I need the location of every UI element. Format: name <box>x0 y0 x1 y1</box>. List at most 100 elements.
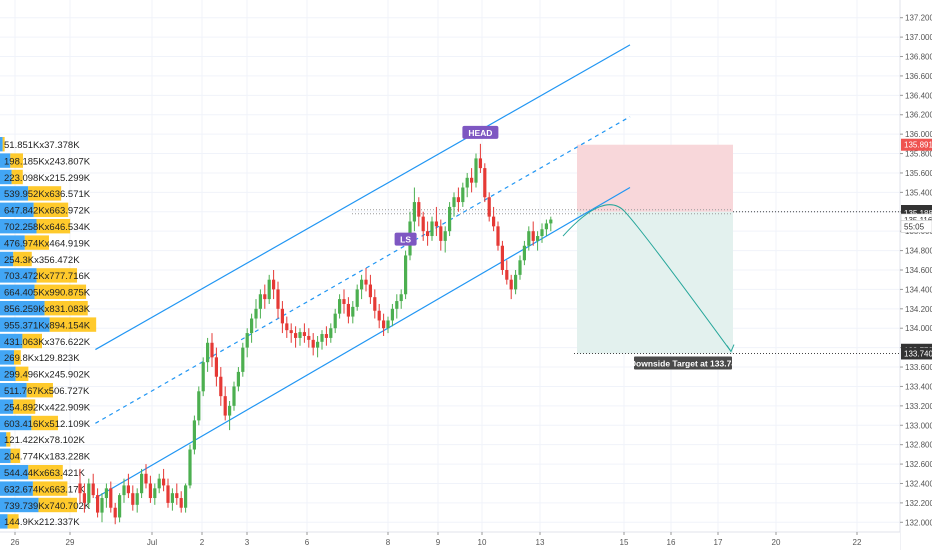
volume-profile-sell-bar <box>22 333 42 349</box>
candle-body <box>258 294 262 309</box>
price-tick-label: 132.600 <box>905 460 932 469</box>
candle-body <box>522 245 526 261</box>
volume-profile-buy-bar <box>0 284 35 299</box>
candle-body <box>487 197 491 217</box>
candle-body <box>452 197 456 207</box>
price-tick-label: 133.000 <box>905 421 932 430</box>
volume-profile-label: 269.8Kx129.823K <box>4 353 80 364</box>
candle-body <box>434 221 438 227</box>
price-tick-label: 132.400 <box>905 479 932 488</box>
candle-body <box>368 284 372 298</box>
candle-body <box>289 330 293 334</box>
volume-profile-sell-bar <box>49 317 97 332</box>
candle-body <box>276 289 280 309</box>
candle-body <box>426 231 430 237</box>
volume-profile-label: 703.472Kx777.716K <box>4 271 91 282</box>
volume-profile-sell-bar <box>2 137 5 152</box>
candle-body <box>430 221 434 237</box>
price-tick-label: 135.800 <box>905 150 932 159</box>
volume-profile-sell-bar <box>28 186 62 201</box>
pattern-label-bg <box>462 125 499 139</box>
downside-target-label-bg <box>634 356 732 370</box>
volume-profile-sell-bar <box>33 202 69 217</box>
pattern-label-head: HEAD <box>468 128 492 138</box>
time-axis[interactable]: 26 29 Jul 2 3 6 8 9 10 13 15 16 17 20 22 <box>0 531 900 550</box>
volume-profile-sell-bar <box>24 235 49 250</box>
candle-body <box>346 303 350 317</box>
candle-body <box>219 376 223 397</box>
price-tick-label: 136.600 <box>905 72 932 81</box>
candle-body <box>474 158 478 183</box>
volume-profile-label: 431.063Kx376.622K <box>4 337 91 348</box>
candle-body <box>192 420 196 450</box>
volume-profile-buy-bar <box>0 481 33 496</box>
candle-body <box>448 206 452 232</box>
price-marker-label: 133.740 <box>904 349 932 358</box>
volume-profile-label: 476.974Kx464.919K <box>4 238 91 249</box>
candle-body <box>364 279 368 285</box>
price-marker-bg <box>901 138 932 151</box>
candle-body <box>324 334 328 338</box>
price-tick-label: 136.200 <box>905 111 932 120</box>
price-tick-label: 134.200 <box>905 305 932 314</box>
time-axis-background <box>0 532 900 550</box>
volume-profile-sell-bar <box>31 415 59 431</box>
time-tick-label: 20 <box>772 538 781 547</box>
candle-body <box>184 485 188 508</box>
candle-body <box>162 478 166 486</box>
volume-profile-sell-bar <box>13 399 36 414</box>
candle-body <box>206 342 210 363</box>
candle-body <box>307 335 311 340</box>
candle-body <box>505 270 509 280</box>
volume-profile-sell-bar <box>6 432 11 447</box>
candle-body <box>338 299 342 314</box>
price-tick-label: 134.400 <box>905 285 932 294</box>
volume-profile-sell-bar <box>26 383 53 398</box>
candle-body <box>544 223 548 230</box>
price-tick-label: 133.600 <box>905 363 932 372</box>
candle-body <box>267 279 271 300</box>
candle-body <box>223 396 227 416</box>
time-tick-label: 8 <box>386 538 391 547</box>
candle-body <box>118 495 122 518</box>
candle-body <box>210 342 214 358</box>
candle-body <box>386 320 390 329</box>
volume-profile-buy-bar <box>0 251 14 267</box>
pattern-label-ls: LS <box>400 235 411 245</box>
volume-profile-label: 603.416Kx512.109K <box>4 419 91 430</box>
volume-profile-sell-bar <box>14 350 21 365</box>
volume-profile-label: 51.851Kx37.378K <box>4 140 80 151</box>
volume-profile-buy-bar <box>0 301 45 316</box>
candle-body <box>399 294 403 302</box>
volume-profile-label: 856.259Kx831.083K <box>4 304 91 315</box>
price-tick-label: 134.800 <box>905 247 932 256</box>
candle-body <box>96 495 100 513</box>
time-tick-label: 6 <box>305 538 310 547</box>
candle-body <box>329 328 333 338</box>
candle-body <box>549 219 553 224</box>
volume-profile-sell-bar <box>36 219 71 234</box>
candle-body <box>294 333 298 338</box>
volume-profile-buy-bar <box>0 399 14 414</box>
candle-body <box>439 226 443 241</box>
volume-profile-label: 299.496Kx245.902K <box>4 370 91 381</box>
candle-body <box>100 498 104 513</box>
candle-body <box>483 168 487 198</box>
price-marker-label: 55:05 <box>904 222 925 231</box>
price-tick-label: 136.000 <box>905 130 932 139</box>
candle-body <box>148 483 152 499</box>
volume-profile-buy-bar <box>0 350 15 365</box>
price-axis-background <box>900 0 932 550</box>
candle-body <box>170 493 174 503</box>
channel-midline <box>95 116 631 424</box>
candle-body <box>113 507 117 518</box>
candle-body <box>478 158 482 169</box>
price-axis[interactable]: 137.200 137.000 136.800 136.600 136.400 136.2… <box>899 0 932 550</box>
time-tick-label: 15 <box>620 538 629 547</box>
volume-profile-buy-bar <box>0 333 23 349</box>
candle-body <box>316 341 320 348</box>
volume-profile-label: 511.767Kx506.727K <box>4 386 90 397</box>
volume-profile-buy-bar <box>0 465 29 480</box>
time-tick-label: 17 <box>714 538 723 547</box>
